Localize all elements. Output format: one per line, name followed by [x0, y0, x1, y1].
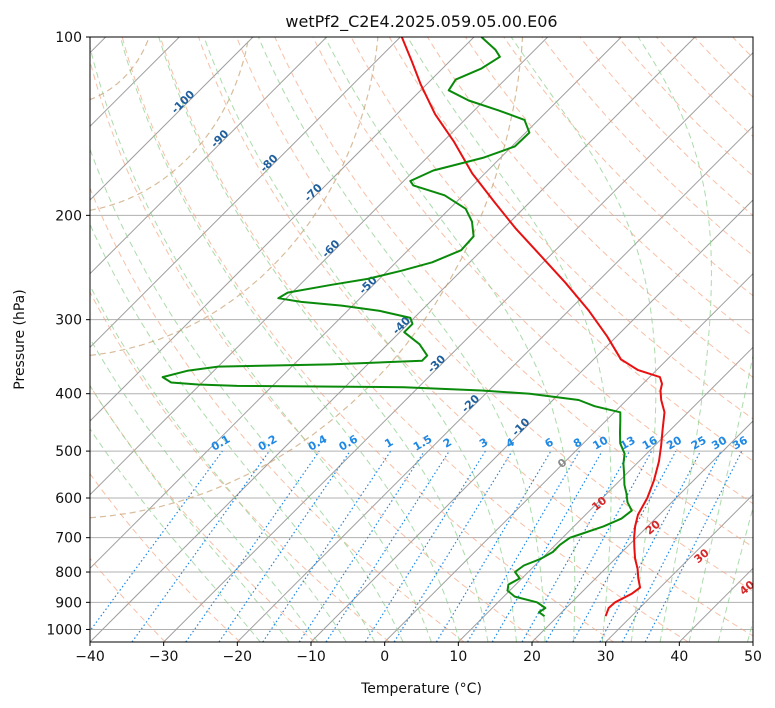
isotherm-line	[90, 37, 549, 496]
dry-adiabat-line	[388, 37, 753, 420]
moist-adiabat-line	[119, 37, 461, 642]
moist-adiabat-line	[158, 37, 489, 642]
dry-adiabat-line	[312, 37, 753, 505]
isotherm-line	[90, 37, 696, 642]
isotherm-line	[163, 51, 753, 642]
mixing-ratio-line	[218, 450, 351, 642]
moist-adiabat-line	[90, 44, 432, 642]
isotherm-line	[90, 37, 401, 349]
isotherm-line	[90, 37, 622, 570]
y-tick-label: 300	[55, 313, 82, 329]
isotherm-line	[384, 272, 753, 642]
y-tick-label: 200	[55, 208, 82, 224]
tan-dashed-curve	[90, 37, 379, 356]
mixing-ratio-line	[435, 450, 552, 642]
tan-dashed-curve	[90, 37, 250, 211]
x-tick-label: 0	[380, 649, 389, 665]
moist-adiabat-line	[90, 284, 347, 642]
background-lines	[90, 37, 753, 642]
isotherm-line	[90, 37, 328, 275]
isotherm-line	[457, 346, 753, 642]
y-tick-label: 900	[55, 595, 82, 611]
dry-adiabat-line	[426, 37, 753, 378]
mixing-ratio-line	[545, 450, 653, 642]
moist-adiabat-line	[407, 37, 612, 642]
isotherm-line	[310, 199, 753, 642]
moist-adiabat-line	[717, 505, 753, 642]
moist-adiabat-line	[257, 37, 546, 642]
mixing-ratio-line	[393, 450, 513, 642]
moist-adiabat-line	[90, 147, 404, 642]
mixing-ratio-line	[491, 450, 603, 642]
y-tick-label: 700	[55, 531, 82, 547]
x-axis-label: Temperature (°C)	[360, 681, 482, 697]
moist-adiabat-line	[90, 427, 261, 642]
moist-adiabat-line	[688, 353, 753, 642]
moist-adiabat-line	[90, 384, 290, 642]
mixing-ratio-line	[325, 450, 450, 642]
moist-adiabat-line	[90, 337, 319, 642]
dry-adiabat-line	[90, 59, 540, 642]
moist-adiabat-line	[324, 37, 576, 642]
tan-dashed-curve	[90, 37, 524, 519]
mixing-ratio-line	[364, 450, 486, 642]
dry-adiabat-line	[90, 291, 390, 642]
mixing-ratio-line	[185, 450, 320, 642]
x-tick-label: −10	[296, 649, 326, 665]
isotherm-line	[531, 420, 753, 642]
y-tick-label: 1000	[46, 622, 82, 638]
y-tick-label: 100	[55, 30, 82, 46]
mixing-ratio-line	[466, 450, 580, 642]
y-tick-label: 400	[55, 387, 82, 403]
x-tick-label: −40	[75, 649, 105, 665]
moist-adiabat-line	[203, 37, 517, 642]
x-tick-label: 20	[523, 649, 541, 665]
x-tick-label: −30	[149, 649, 179, 665]
temperature-line	[400, 37, 666, 617]
chart-title: wetPf2_C2E4.2025.059.05.00.E06	[285, 12, 557, 32]
isotherm-line	[90, 37, 475, 422]
isotherm-line	[90, 37, 254, 201]
dry-adiabat-line	[274, 37, 753, 548]
dry-adiabat-line	[236, 37, 753, 592]
y-tick-label: 800	[55, 565, 82, 581]
dry-adiabat-line	[90, 186, 465, 642]
dry-adiabat-line	[121, 37, 614, 642]
mixing-ratio-line	[572, 450, 677, 642]
x-tick-label: 50	[744, 649, 762, 665]
isotherm-line	[236, 125, 753, 642]
x-tick-label: 40	[670, 649, 688, 665]
y-axis-label: Pressure (hPa)	[12, 289, 28, 389]
moist-adiabat-line	[637, 37, 712, 642]
x-tick-label: 10	[449, 649, 467, 665]
dry-adiabat-line	[198, 37, 753, 637]
plot-frame	[89, 36, 754, 643]
dewpoint-line	[161, 37, 633, 618]
dry-adiabat-line	[503, 37, 753, 297]
x-tick-label: 30	[597, 649, 615, 665]
y-tick-label: 600	[55, 491, 82, 507]
mixing-ratio-line	[521, 450, 631, 642]
axes: −40 −30 −20 −10 0 10 20 30 40 50 100 200 300 400 500 60…	[46, 30, 762, 665]
dry-adiabat-line	[617, 37, 753, 177]
dry-adiabat-line	[159, 37, 689, 642]
moist-adiabat-line	[90, 222, 376, 642]
sounding-lines	[161, 37, 666, 618]
dry-adiabat-line	[90, 384, 316, 642]
isotherm-line	[605, 493, 753, 642]
x-tick-label: −20	[223, 649, 253, 665]
y-tick-label: 500	[55, 444, 82, 460]
